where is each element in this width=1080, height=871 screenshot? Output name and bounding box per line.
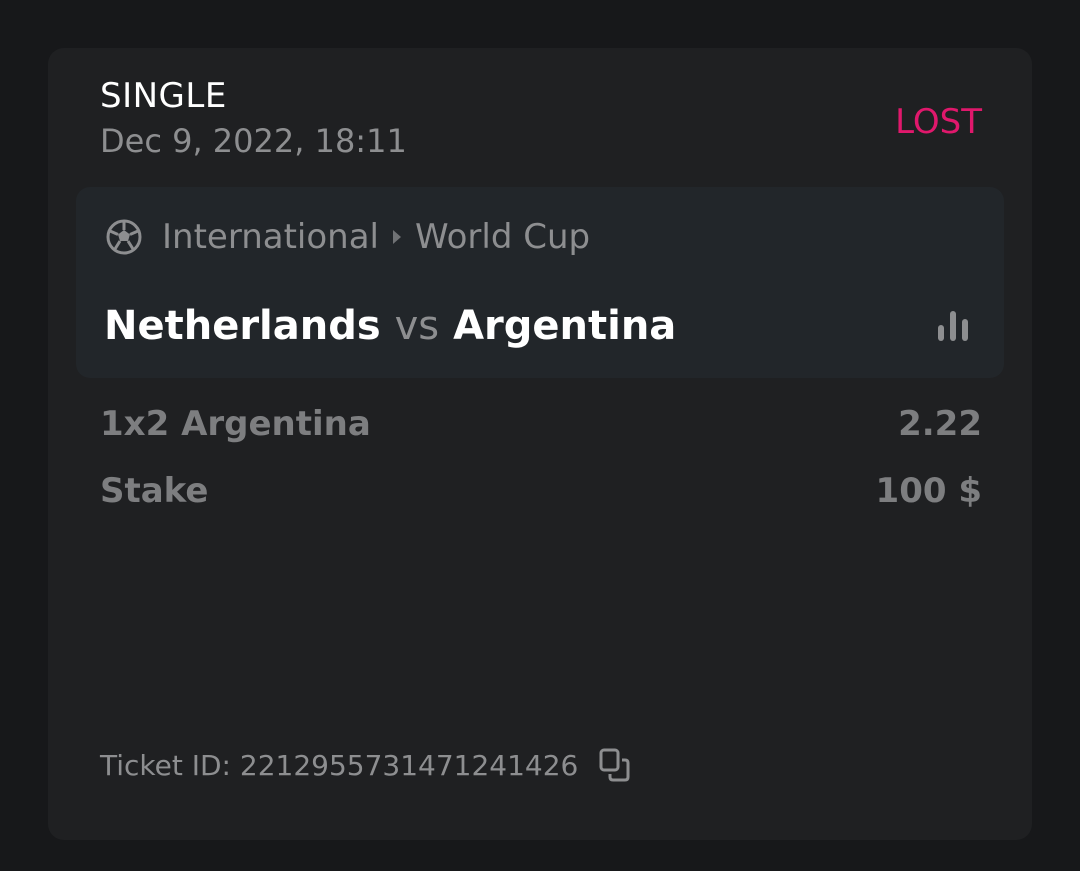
ticket-id: Ticket ID: 2212955731471241426 bbox=[100, 748, 632, 782]
stake-row: Stake 100 $ bbox=[100, 471, 982, 511]
selection-row: 1x2 Argentina 2.22 bbox=[100, 404, 982, 444]
bet-ticket-card: SINGLE Dec 9, 2022, 18:11 LOST Internati… bbox=[48, 48, 1032, 840]
breadcrumb-category[interactable]: International bbox=[162, 217, 379, 257]
ticket-id-label: Ticket ID: 2212955731471241426 bbox=[100, 748, 579, 782]
match-title: Netherlands vs Argentina bbox=[104, 303, 676, 349]
home-team: Netherlands bbox=[104, 303, 381, 349]
breadcrumb-tournament[interactable]: World Cup bbox=[415, 217, 591, 257]
away-team: Argentina bbox=[453, 303, 677, 349]
chevron-right-icon bbox=[393, 230, 401, 244]
breadcrumb: International World Cup bbox=[106, 217, 590, 257]
soccer-ball-icon bbox=[106, 219, 142, 255]
bet-date: Dec 9, 2022, 18:11 bbox=[100, 122, 407, 160]
copy-icon[interactable] bbox=[598, 748, 632, 782]
stake-label: Stake bbox=[100, 471, 209, 511]
stake-value: 100 $ bbox=[875, 471, 982, 511]
selection-label: 1x2 Argentina bbox=[100, 404, 371, 444]
event-panel[interactable]: International World Cup Netherlands vs A… bbox=[76, 187, 1004, 378]
bar-chart-icon[interactable] bbox=[938, 311, 968, 341]
vs-label: vs bbox=[394, 303, 440, 349]
selection-odds: 2.22 bbox=[898, 404, 982, 444]
status-badge: LOST bbox=[895, 102, 982, 142]
bet-type: SINGLE bbox=[100, 76, 227, 116]
